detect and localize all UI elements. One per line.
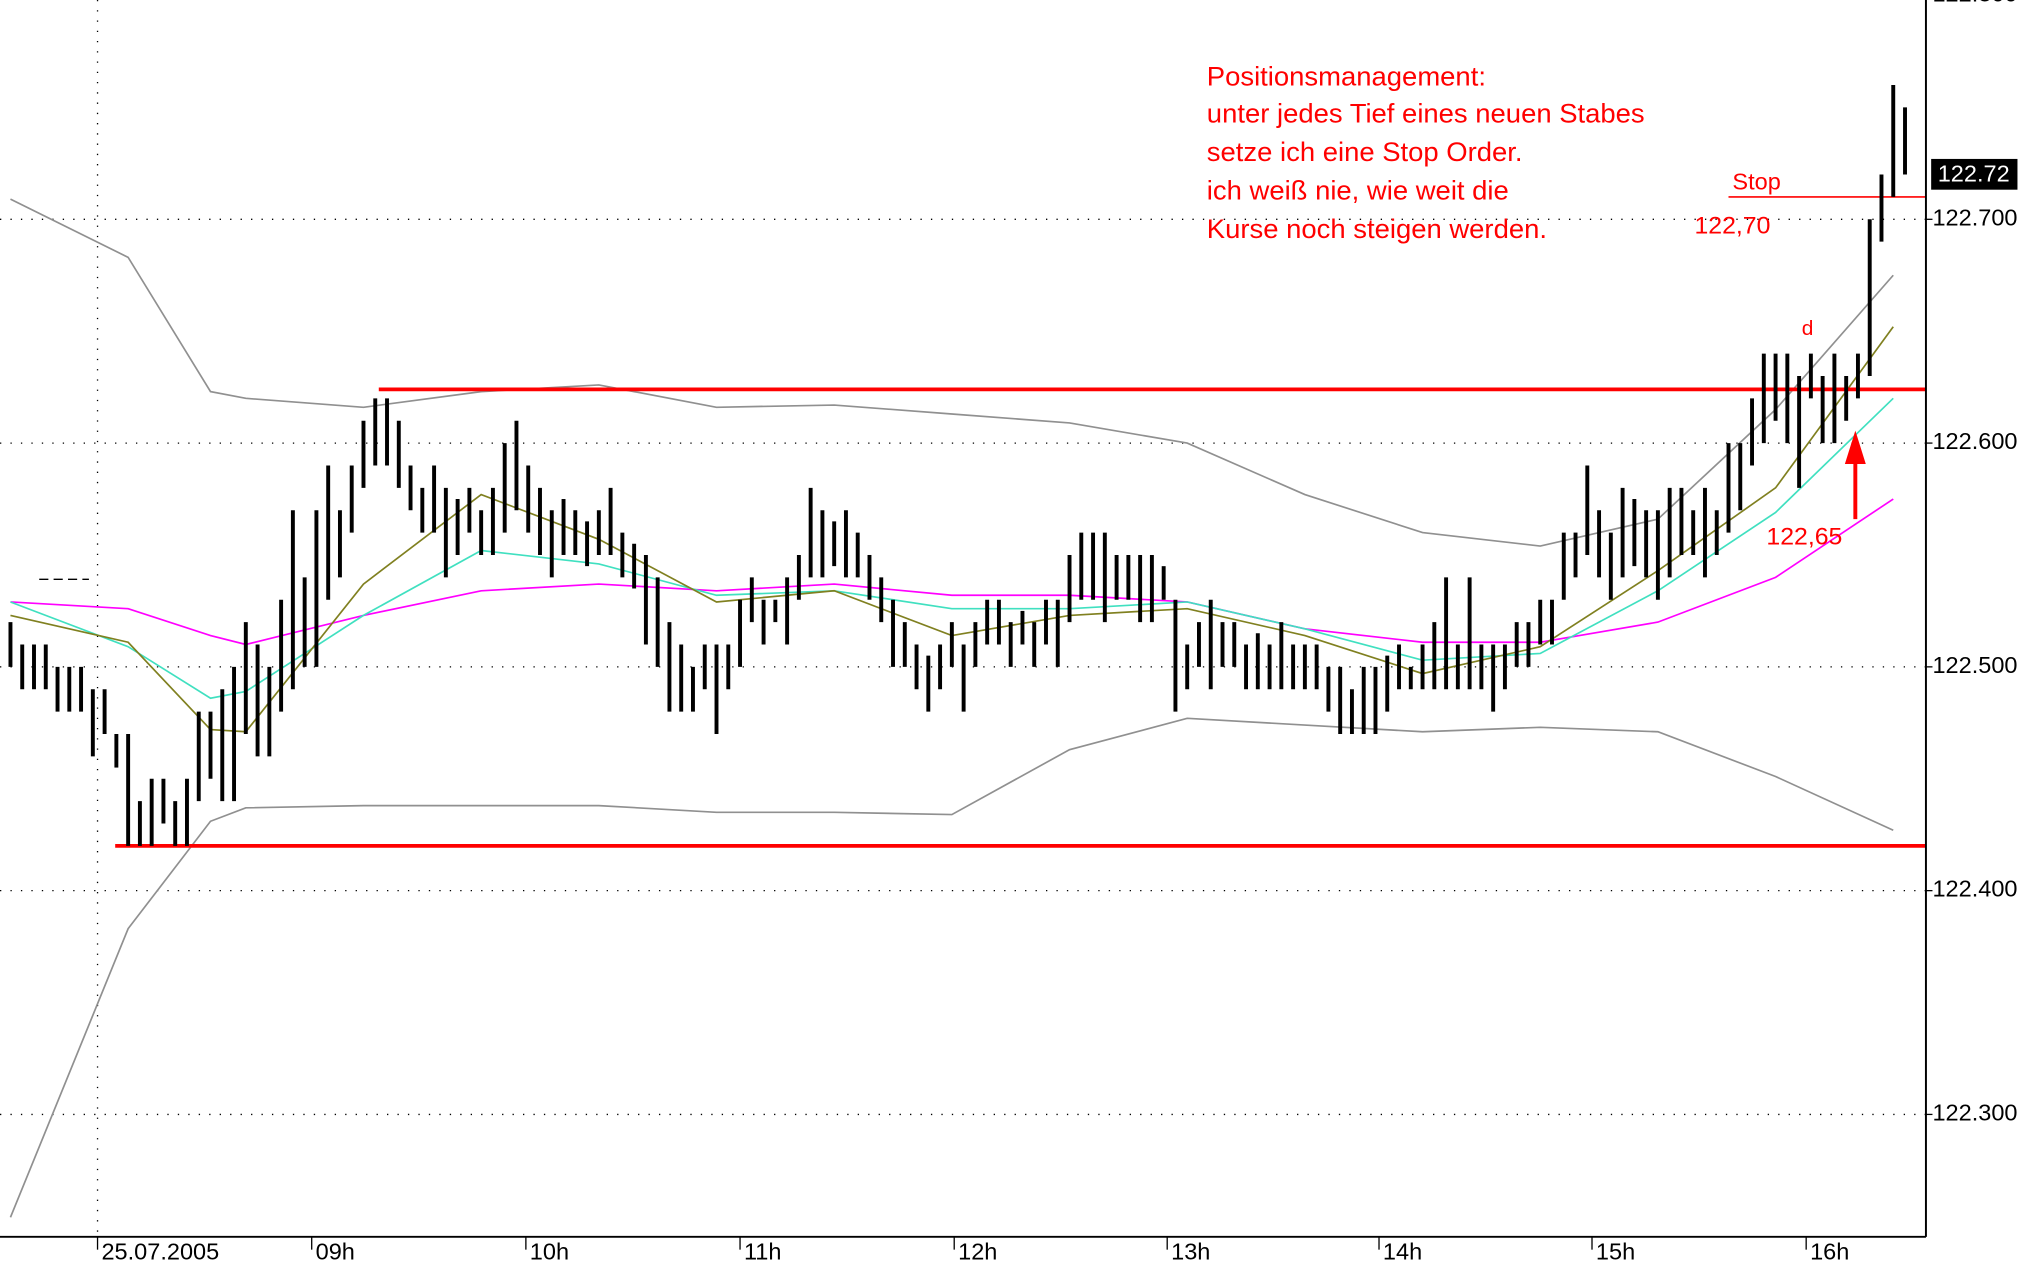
x-tick-label: 13h [1171,1239,1210,1265]
price-box [1931,158,2018,190]
y-tick-label: 122.600 [1932,428,2017,454]
x-tick-label: 12h [958,1239,997,1265]
indicator-line [10,397,1894,700]
y-tick-label: 122.300 [1932,1100,2017,1126]
annotation: Positionsmanagement: unter jedes Tief ei… [1207,61,1866,551]
indicator-line [10,498,1894,646]
note-line: ich weiß nie, wie weit die [1207,175,1509,206]
stop-label: Stop [1732,169,1780,195]
x-tick-label: 16h [1810,1239,1849,1265]
d-label: d [1802,317,1814,340]
x-tick-label: 09h [316,1239,355,1265]
note-line: unter jedes Tief eines neuen Stabes [1207,98,1645,129]
y-tick-label: 122.500 [1932,652,2017,678]
arrow-head [1844,430,1866,464]
indicator-line [10,198,1894,547]
x-tick-label: 11h [744,1239,782,1265]
last-price: 122.72 [1938,161,2010,187]
stop-price: 122,70 [1695,213,1771,240]
x-tick-label: 25.07.2005 [101,1239,219,1265]
y-tick-label: 122.700 [1932,205,2017,231]
indicator-line [9,717,1894,1218]
note-line: Kurse noch steigen werden. [1207,213,1547,244]
entry-price: 122,65 [1766,524,1842,551]
x-tick-label: 15h [1596,1239,1635,1265]
x-tick-label: 14h [1383,1239,1422,1265]
y-tick-label: 122.400 [1932,876,2017,902]
plot-area [0,0,1926,1237]
note-line: Positionsmanagement: [1207,61,1486,92]
x-tick-label: 10h [530,1239,569,1265]
note-line: setze ich eine Stop Order. [1207,136,1523,167]
y-tick-label: 122.800 [1932,0,2017,7]
